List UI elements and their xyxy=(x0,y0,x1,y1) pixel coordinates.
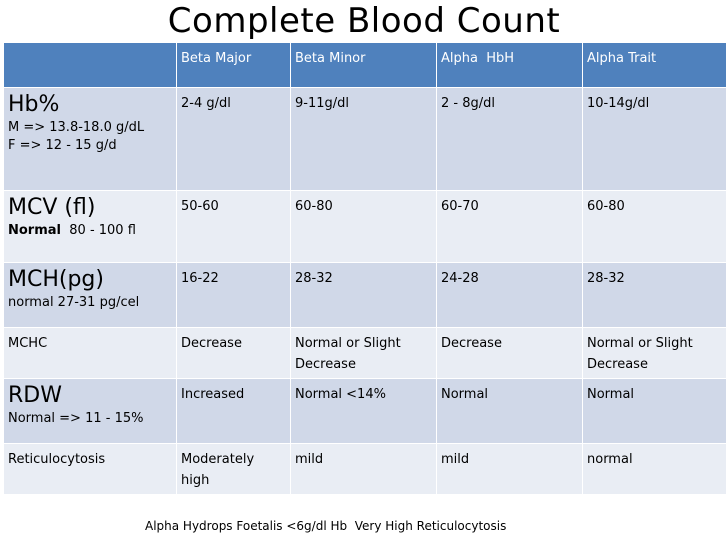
table-row: Hb% M => 13.8-18.0 g/dL F => 12 - 15 g/d… xyxy=(3,87,727,191)
table-cell: 60-80 xyxy=(582,190,727,263)
table-cell: Normal or Slight Decrease xyxy=(582,327,727,379)
row-sub-label: Normal => 11 - 15% xyxy=(8,411,144,426)
table-cell: 50-60 xyxy=(176,190,291,263)
table-header-row: Beta Major Beta Minor Alpha HbH Alpha Tr… xyxy=(3,42,727,88)
table-cell: Normal <14% xyxy=(290,378,437,444)
table-row: MCH(pg) normal 27-31 pg/cel 16-22 28-32 … xyxy=(3,262,727,328)
column-header-beta-minor: Beta Minor xyxy=(290,42,437,88)
table-cell: 2 - 8g/dl xyxy=(436,87,583,191)
row-label-cell: MCH(pg) normal 27-31 pg/cel xyxy=(3,262,177,328)
row-sub-label: normal 27-31 pg/cel xyxy=(8,295,140,310)
table-cell: Moderately high xyxy=(176,443,291,495)
table-cell: 28-32 xyxy=(290,262,437,328)
row-sub-label-rest: 80 - 100 fl xyxy=(61,223,136,238)
table-cell: 10-14g/dl xyxy=(582,87,727,191)
table-cell: 60-80 xyxy=(290,190,437,263)
row-label-cell: Reticulocytosis xyxy=(3,443,177,495)
column-header-blank xyxy=(3,42,177,88)
column-header-alpha-hbh: Alpha HbH xyxy=(436,42,583,88)
table-cell: mild xyxy=(290,443,437,495)
row-label: MCH(pg) xyxy=(8,267,104,292)
table-row: Reticulocytosis Moderately high mild mil… xyxy=(3,443,727,495)
table-cell: Normal or Slight Decrease xyxy=(290,327,437,379)
table-cell: 16-22 xyxy=(176,262,291,328)
row-sub-label: Normal 80 - 100 fl xyxy=(8,222,172,240)
row-label-cell: RDW Normal => 11 - 15% xyxy=(3,378,177,444)
row-label-cell: MCV (fl) Normal 80 - 100 fl xyxy=(3,190,177,263)
row-label: Hb% xyxy=(8,92,60,117)
table-cell: 24-28 xyxy=(436,262,583,328)
cbc-table: Beta Major Beta Minor Alpha HbH Alpha Tr… xyxy=(3,42,727,495)
row-sub-label-bold: Normal xyxy=(8,223,61,238)
row-label-cell: Hb% M => 13.8-18.0 g/dL F => 12 - 15 g/d xyxy=(3,87,177,191)
table-cell: Normal xyxy=(582,378,727,444)
table-cell: 9-11g/dl xyxy=(290,87,437,191)
table-cell: Decrease xyxy=(176,327,291,379)
footer-note: Alpha Hydrops Foetalis <6g/dl Hb Very Hi… xyxy=(145,519,507,533)
table-cell: normal xyxy=(582,443,727,495)
table-cell: mild xyxy=(436,443,583,495)
table-cell: 2-4 g/dl xyxy=(176,87,291,191)
column-header-alpha-trait: Alpha Trait xyxy=(582,42,727,88)
table-row: MCHC Decrease Normal or Slight Decrease … xyxy=(3,327,727,379)
row-sub-label: F => 12 - 15 g/d xyxy=(8,138,117,153)
table-row: MCV (fl) Normal 80 - 100 fl 50-60 60-80 … xyxy=(3,190,727,263)
row-label-cell: MCHC xyxy=(3,327,177,379)
table-row: RDW Normal => 11 - 15% Increased Normal … xyxy=(3,378,727,444)
row-label: RDW xyxy=(8,383,62,408)
table-cell: Increased xyxy=(176,378,291,444)
row-label: MCV (fl) xyxy=(8,195,96,220)
table-cell: 28-32 xyxy=(582,262,727,328)
table-cell: Decrease xyxy=(436,327,583,379)
page-title: Complete Blood Count xyxy=(167,1,561,41)
table-cell: 60-70 xyxy=(436,190,583,263)
row-sub-label: M => 13.8-18.0 g/dL xyxy=(8,120,145,135)
table-cell: Normal xyxy=(436,378,583,444)
column-header-beta-major: Beta Major xyxy=(176,42,291,88)
